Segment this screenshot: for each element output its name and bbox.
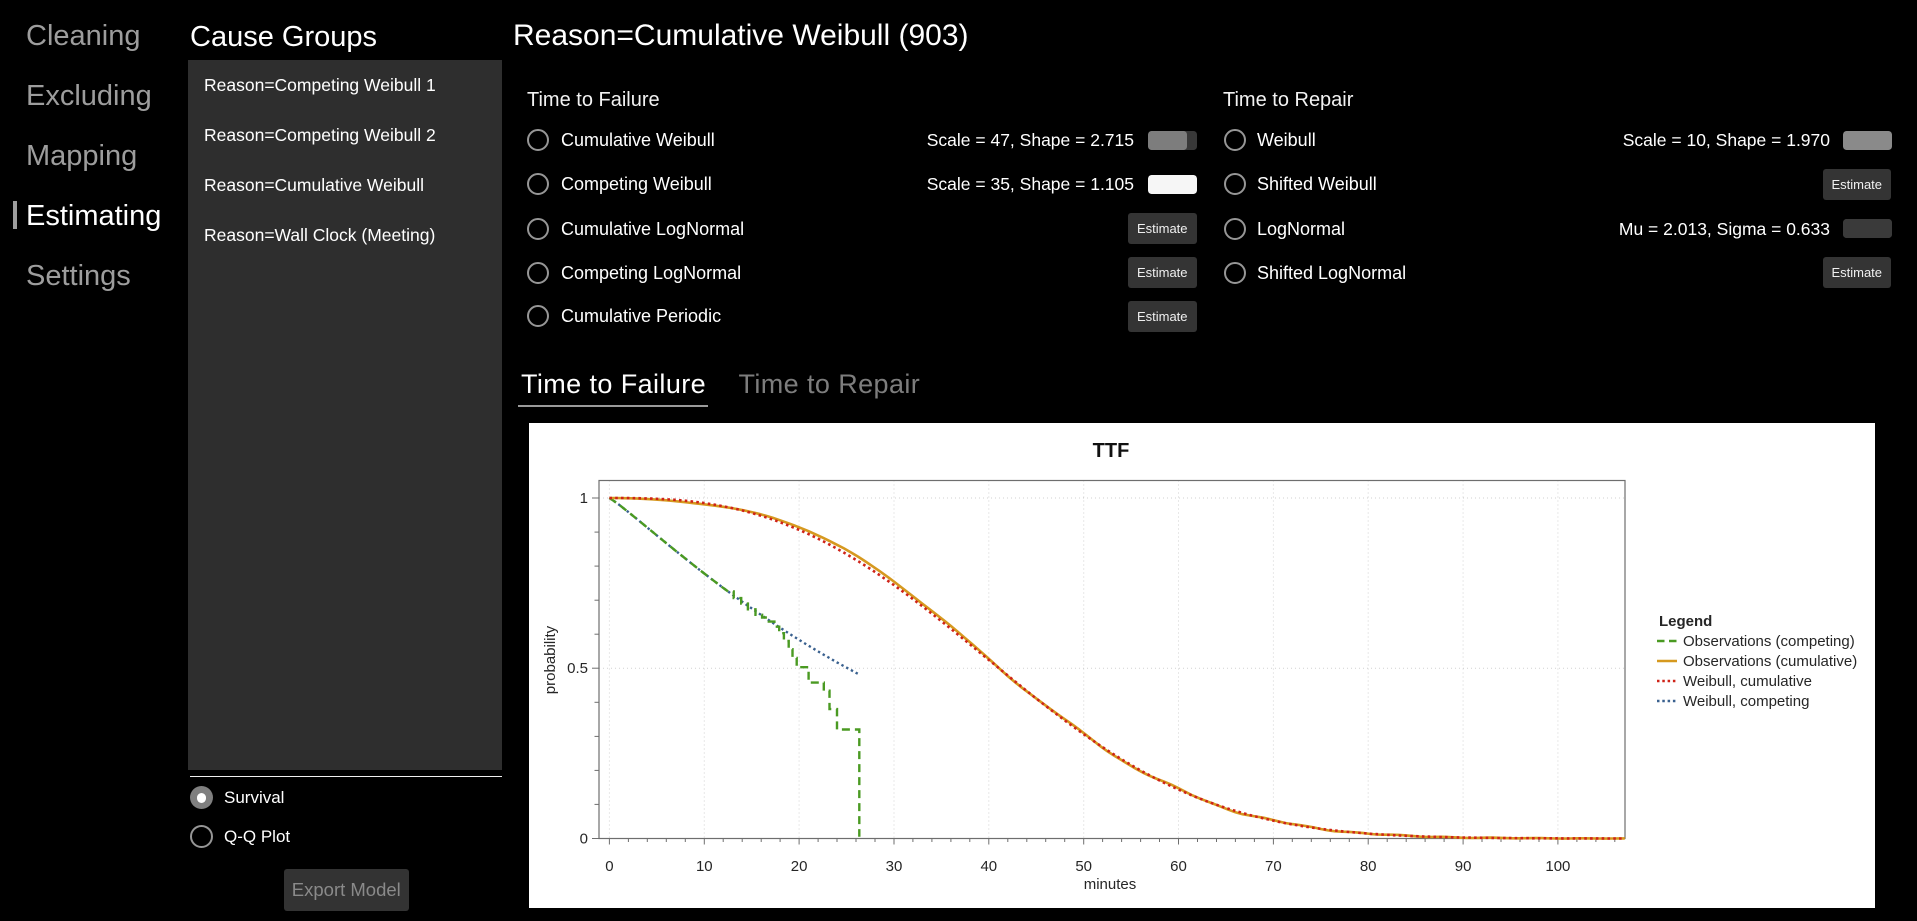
svg-text:1: 1	[580, 490, 588, 507]
svg-text:80: 80	[1360, 858, 1377, 875]
svg-text:20: 20	[791, 858, 808, 875]
svg-text:minutes: minutes	[1084, 876, 1137, 893]
svg-text:90: 90	[1455, 858, 1472, 875]
svg-text:Observations (competing): Observations (competing)	[1683, 633, 1855, 650]
svg-text:50: 50	[1075, 858, 1092, 875]
svg-text:60: 60	[1170, 858, 1187, 875]
svg-text:Legend: Legend	[1659, 613, 1712, 630]
svg-text:30: 30	[886, 858, 903, 875]
svg-text:10: 10	[696, 858, 713, 875]
svg-text:Observations (cumulative): Observations (cumulative)	[1683, 653, 1857, 670]
svg-text:Weibull, cumulative: Weibull, cumulative	[1683, 673, 1812, 690]
svg-text:TTF: TTF	[1093, 440, 1130, 462]
svg-text:40: 40	[980, 858, 997, 875]
svg-text:0.5: 0.5	[567, 660, 588, 677]
svg-text:probability: probability	[542, 625, 559, 694]
svg-text:Weibull, competing: Weibull, competing	[1683, 693, 1809, 710]
svg-text:0: 0	[605, 858, 613, 875]
svg-text:70: 70	[1265, 858, 1282, 875]
svg-text:100: 100	[1545, 858, 1570, 875]
svg-text:0: 0	[580, 831, 588, 848]
